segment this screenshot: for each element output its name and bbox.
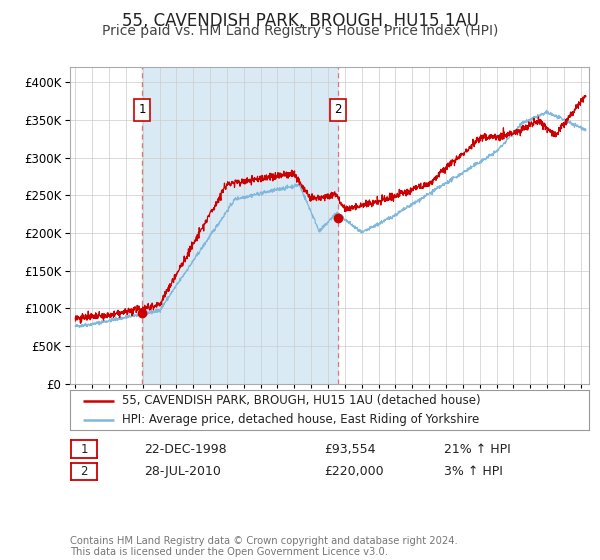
- Text: 2: 2: [334, 104, 341, 116]
- Text: Price paid vs. HM Land Registry's House Price Index (HPI): Price paid vs. HM Land Registry's House …: [102, 24, 498, 38]
- Text: 1: 1: [139, 104, 146, 116]
- Text: 55, CAVENDISH PARK, BROUGH, HU15 1AU: 55, CAVENDISH PARK, BROUGH, HU15 1AU: [121, 12, 479, 30]
- Bar: [142, 67, 338, 384]
- Text: 28-JUL-2010: 28-JUL-2010: [144, 465, 221, 478]
- Text: HPI: Average price, detached house, East Riding of Yorkshire: HPI: Average price, detached house, East…: [122, 413, 479, 427]
- Text: 1: 1: [80, 442, 88, 456]
- Text: 55, CAVENDISH PARK, BROUGH, HU15 1AU (detached house): 55, CAVENDISH PARK, BROUGH, HU15 1AU (de…: [122, 394, 481, 407]
- Text: £220,000: £220,000: [324, 465, 383, 478]
- Text: 2: 2: [80, 465, 88, 478]
- Text: Contains HM Land Registry data © Crown copyright and database right 2024.
This d: Contains HM Land Registry data © Crown c…: [70, 535, 458, 557]
- Text: £93,554: £93,554: [324, 442, 376, 456]
- Text: 22-DEC-1998: 22-DEC-1998: [144, 442, 227, 456]
- Text: 21% ↑ HPI: 21% ↑ HPI: [444, 442, 511, 456]
- Text: 3% ↑ HPI: 3% ↑ HPI: [444, 465, 503, 478]
